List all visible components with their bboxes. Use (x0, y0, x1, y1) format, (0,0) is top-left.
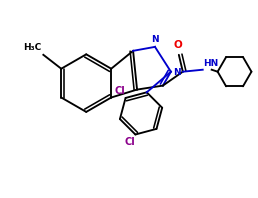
Text: Cl: Cl (115, 86, 125, 96)
Text: O: O (173, 40, 182, 50)
Text: HN: HN (203, 59, 218, 68)
Text: N: N (151, 35, 159, 44)
Text: H₃C: H₃C (23, 43, 41, 52)
Text: N: N (173, 68, 181, 77)
Text: Cl: Cl (125, 137, 136, 147)
